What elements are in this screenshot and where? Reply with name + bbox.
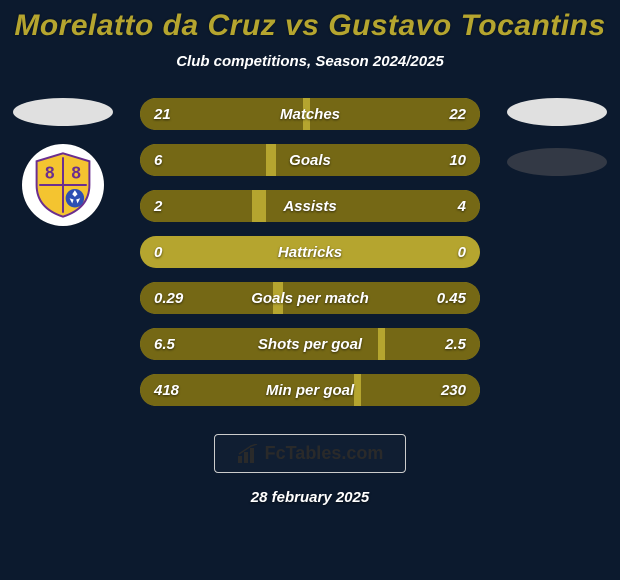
brand-text: FcTables.com bbox=[265, 443, 384, 464]
date-text: 28 february 2025 bbox=[251, 489, 369, 506]
brand-box: FcTables.com bbox=[214, 434, 407, 473]
stats-area: 8 8 21 Matches 22 6 Goals 10 2 Assists 4 0 Hattric… bbox=[0, 98, 620, 406]
stat-label: Min per goal bbox=[266, 382, 354, 399]
stat-value-right: 0 bbox=[458, 244, 466, 261]
svg-text:8: 8 bbox=[71, 162, 81, 182]
club-badge-icon: 8 8 bbox=[30, 152, 96, 218]
stat-value-right: 2.5 bbox=[445, 336, 466, 353]
stat-value-right: 0.45 bbox=[437, 290, 466, 307]
stat-value-left: 21 bbox=[154, 106, 171, 123]
stat-row: 0.29 Goals per match 0.45 bbox=[140, 282, 480, 314]
stat-row: 6.5 Shots per goal 2.5 bbox=[140, 328, 480, 360]
brand-chart-icon bbox=[237, 444, 259, 464]
stat-value-right: 4 bbox=[458, 198, 466, 215]
page-title: Morelatto da Cruz vs Gustavo Tocantins bbox=[14, 9, 605, 43]
stat-label: Matches bbox=[280, 106, 340, 123]
page-subtitle: Club competitions, Season 2024/2025 bbox=[176, 53, 444, 70]
stat-label: Goals per match bbox=[251, 290, 369, 307]
stat-label: Shots per goal bbox=[258, 336, 362, 353]
stat-value-left: 6 bbox=[154, 152, 162, 169]
player-left-club-badge: 8 8 bbox=[22, 144, 104, 226]
stat-value-left: 0.29 bbox=[154, 290, 183, 307]
comparison-infographic: Morelatto da Cruz vs Gustavo Tocantins C… bbox=[0, 0, 620, 580]
stat-row: 418 Min per goal 230 bbox=[140, 374, 480, 406]
stat-value-left: 418 bbox=[154, 382, 179, 399]
player-right-ellipse-1 bbox=[507, 98, 607, 126]
player-right-column bbox=[502, 98, 612, 194]
stat-value-right: 10 bbox=[449, 152, 466, 169]
stat-label: Hattricks bbox=[278, 244, 342, 261]
stat-value-left: 6.5 bbox=[154, 336, 175, 353]
stat-label: Assists bbox=[283, 198, 336, 215]
stat-label: Goals bbox=[289, 152, 331, 169]
player-left-ellipse bbox=[13, 98, 113, 126]
stat-value-left: 2 bbox=[154, 198, 162, 215]
stat-row: 21 Matches 22 bbox=[140, 98, 480, 130]
stat-row: 2 Assists 4 bbox=[140, 190, 480, 222]
stat-row: 0 Hattricks 0 bbox=[140, 236, 480, 268]
player-right-ellipse-2 bbox=[507, 148, 607, 176]
stat-value-left: 0 bbox=[154, 244, 162, 261]
stat-value-right: 22 bbox=[449, 106, 466, 123]
player-left-column: 8 8 bbox=[8, 98, 118, 226]
stat-rows: 21Matches226Goals102Assists40Hattricks00… bbox=[140, 98, 480, 406]
svg-text:8: 8 bbox=[45, 162, 55, 182]
stat-value-right: 230 bbox=[441, 382, 466, 399]
stat-row: 6 Goals 10 bbox=[140, 144, 480, 176]
